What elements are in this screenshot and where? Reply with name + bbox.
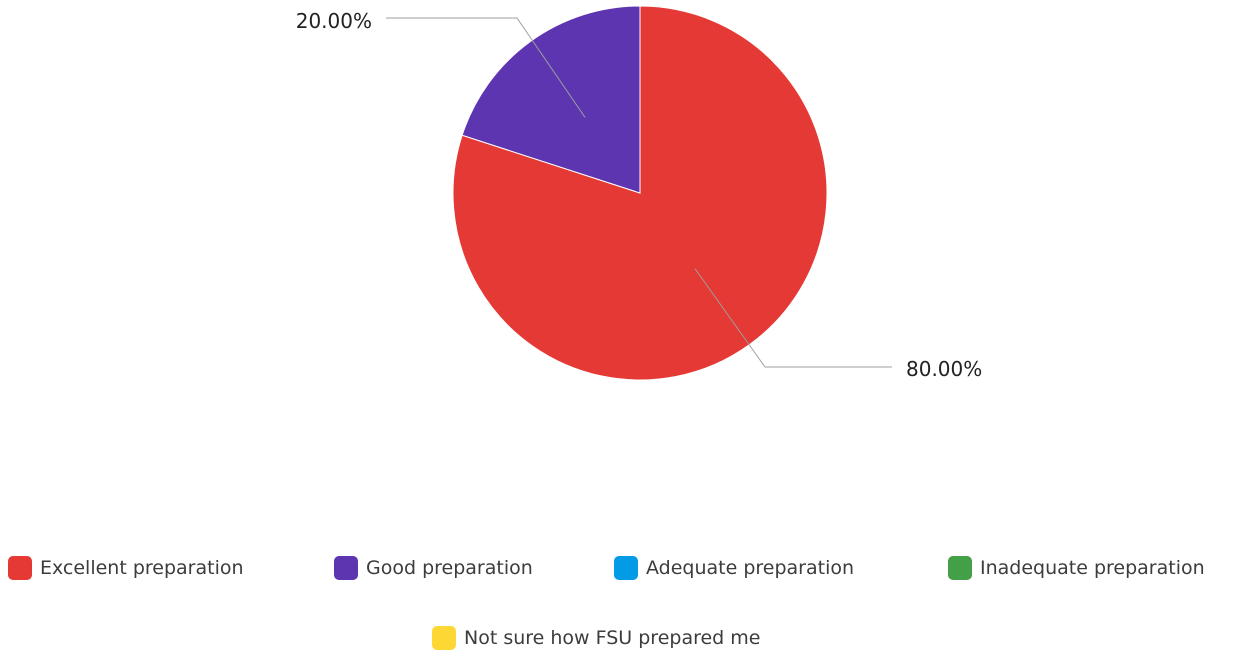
legend-swatch-good [334, 556, 358, 580]
legend-item-excellent[interactable]: Excellent preparation [8, 556, 244, 580]
legend-label: Excellent preparation [40, 557, 244, 579]
pie-chart: 80.00% 20.00% [296, 5, 983, 381]
data-label-0: 80.00% [906, 357, 982, 381]
pie-slice-1[interactable] [461, 5, 641, 194]
legend-swatch-inadequate [948, 556, 972, 580]
legend-swatch-adequate [614, 556, 638, 580]
legend-label: Adequate preparation [646, 557, 855, 579]
legend-item-adequate[interactable]: Adequate preparation [614, 556, 854, 580]
pie-slices [452, 5, 828, 381]
data-label-1: 20.00% [296, 9, 372, 33]
legend-label: Not sure how FSU prepared me [464, 627, 761, 649]
legend-item-inadequate[interactable]: Inadequate preparation [948, 556, 1205, 580]
legend-swatch-not-sure [432, 626, 456, 650]
legend-label: Good preparation [366, 557, 533, 579]
legend-swatch-excellent [8, 556, 32, 580]
legend-row-2: Not sure how FSU prepared me [0, 626, 1248, 656]
leader-lines [386, 17, 892, 368]
legend-label: Inadequate preparation [980, 557, 1205, 579]
data-labels: 80.00% 20.00% [296, 9, 983, 381]
legend-item-good[interactable]: Good preparation [334, 556, 533, 580]
legend-item-not-sure[interactable]: Not sure how FSU prepared me [432, 626, 760, 650]
leader-line-0 [694, 268, 892, 368]
leader-line-1 [386, 17, 586, 118]
legend-row-1: Excellent preparation Good preparation A… [0, 556, 1248, 586]
